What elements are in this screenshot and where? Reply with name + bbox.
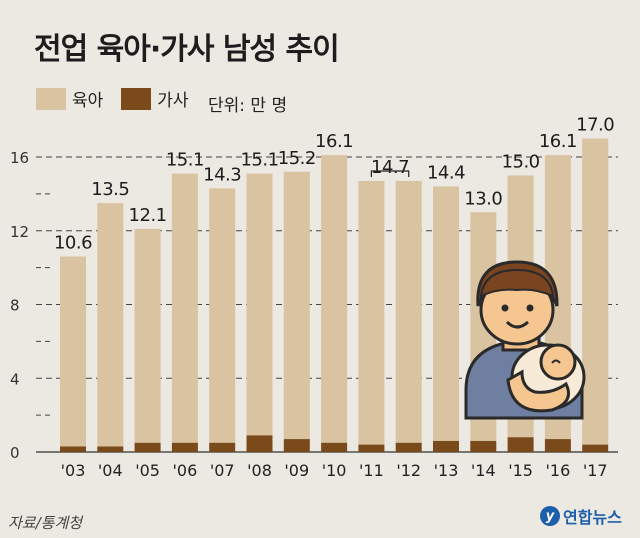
data-label: 13.5 xyxy=(91,179,129,200)
data-label: 17.0 xyxy=(576,115,614,136)
x-tick-label: '07 xyxy=(210,461,235,480)
x-tick-label: '17 xyxy=(583,461,608,480)
bar-childcare xyxy=(395,180,422,443)
data-label: 14.3 xyxy=(203,164,241,185)
chart-title: 전업 육아·가사 남성 추이 xyxy=(34,32,340,67)
bar-housework xyxy=(60,446,86,452)
bar-childcare xyxy=(246,173,273,436)
bar-housework xyxy=(507,437,534,452)
bar-housework xyxy=(358,444,385,452)
x-tick-label: '04 xyxy=(98,461,123,480)
bar-housework xyxy=(544,439,571,452)
bar-housework xyxy=(134,442,161,452)
legend: 육아 가사 xyxy=(36,86,207,111)
x-tick-label: '11 xyxy=(359,461,384,480)
data-label: 15.1 xyxy=(166,150,204,171)
x-tick-label: '12 xyxy=(396,461,421,480)
x-tick-label: '09 xyxy=(284,461,309,480)
x-tick-label: '13 xyxy=(434,461,459,480)
data-label: 12.1 xyxy=(129,205,167,226)
bar-childcare xyxy=(358,180,385,445)
y-tick-label: 8 xyxy=(10,297,20,315)
y-tick-label: 16 xyxy=(10,149,29,167)
bar-childcare xyxy=(171,173,198,443)
bar-housework xyxy=(246,435,273,452)
x-tick-label: '10 xyxy=(322,461,347,480)
x-tick-label: '14 xyxy=(471,461,496,480)
data-label: 15.2 xyxy=(278,148,316,169)
left-eye xyxy=(501,304,509,312)
bar-childcare xyxy=(582,138,609,445)
shared-label-bracket xyxy=(370,170,410,177)
x-tick-label: '03 xyxy=(61,461,86,480)
y-tick-label: 12 xyxy=(10,223,29,241)
bar-housework xyxy=(283,439,310,452)
x-tick-label: '16 xyxy=(546,461,571,480)
data-label: 16.1 xyxy=(315,131,353,152)
bar-housework xyxy=(470,440,497,452)
baby-eye xyxy=(551,359,561,364)
data-label: 13.0 xyxy=(464,188,502,209)
bar-housework xyxy=(582,444,609,452)
logo-text: 연합뉴스 xyxy=(563,508,622,527)
bar-childcare xyxy=(209,188,236,443)
hair-front xyxy=(479,268,555,298)
smile xyxy=(505,320,530,329)
bar-childcare xyxy=(134,228,161,443)
legend-swatch-housework xyxy=(121,87,152,110)
data-label: 15.1 xyxy=(240,150,278,171)
father-baby-illustration xyxy=(464,260,586,420)
bar-housework xyxy=(321,442,348,452)
data-label: 10.6 xyxy=(54,233,92,254)
data-label: 14.7 xyxy=(371,157,409,178)
data-label: 15.0 xyxy=(502,151,540,172)
unit-label: 단위: 만 명 xyxy=(208,96,288,116)
logo-icon: y xyxy=(540,506,560,526)
legend-swatch-childcare xyxy=(36,87,66,110)
bar-housework xyxy=(433,440,459,452)
bar-housework xyxy=(395,442,422,452)
bar-childcare xyxy=(60,256,86,447)
bar-housework xyxy=(209,442,236,452)
data-label: 16.1 xyxy=(539,131,577,152)
bar-childcare xyxy=(433,186,459,441)
y-tick-label: 0 xyxy=(10,444,20,462)
source-credit: 자료/통계청 xyxy=(8,514,83,532)
right-eye xyxy=(526,304,534,312)
bar-housework xyxy=(97,446,124,452)
x-tick-label: '15 xyxy=(508,461,533,480)
bar-childcare xyxy=(283,171,310,440)
data-label: 14.4 xyxy=(427,163,465,184)
bar-housework xyxy=(171,442,198,452)
bar-childcare xyxy=(321,155,348,443)
logo: y 연합뉴스 xyxy=(540,504,622,528)
y-tick-label: 4 xyxy=(10,370,20,388)
x-tick-label: '05 xyxy=(135,461,160,480)
father-arm xyxy=(506,369,570,413)
x-tick-label: '08 xyxy=(247,461,272,480)
legend-label-housework: 가사 xyxy=(157,91,189,111)
bar-childcare xyxy=(97,203,124,447)
legend-label-childcare: 육아 xyxy=(72,91,104,111)
x-tick-label: '06 xyxy=(173,461,198,480)
